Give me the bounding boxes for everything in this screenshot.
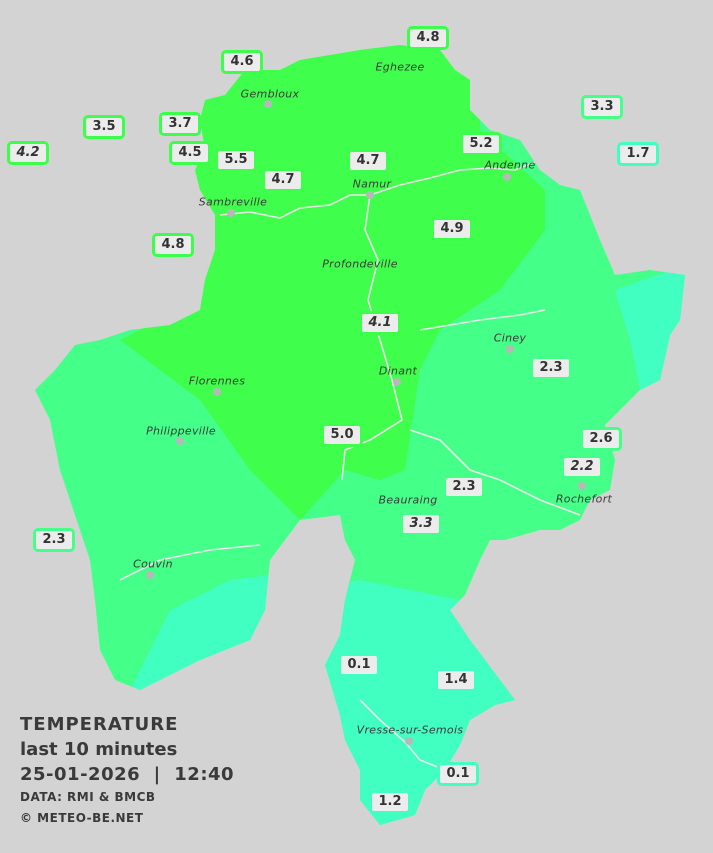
- station-temperature[interactable]: 4.7: [347, 149, 389, 173]
- station-temperature[interactable]: 1.7: [617, 142, 659, 166]
- city-marker: [227, 209, 235, 217]
- station-temperature[interactable]: 4.9: [431, 217, 473, 241]
- city-marker: [366, 191, 374, 199]
- station-temperature[interactable]: 3.3: [400, 512, 442, 536]
- city-label-beauraing: Beauraing: [378, 493, 438, 507]
- station-temperature[interactable]: 3.5: [83, 115, 125, 139]
- station-temperature[interactable]: 4.5: [169, 141, 211, 165]
- station-temperature[interactable]: 2.3: [33, 528, 75, 552]
- legend-datetime: 25-01-2026 | 12:40: [20, 764, 235, 785]
- city-marker: [213, 388, 221, 396]
- station-temperature[interactable]: 2.2: [561, 455, 603, 479]
- station-temperature[interactable]: 4.1: [359, 311, 401, 335]
- city-marker: [578, 482, 586, 490]
- station-temperature[interactable]: 4.8: [407, 26, 449, 50]
- city-marker: [176, 437, 184, 445]
- city-label-ciney: Ciney: [493, 331, 527, 345]
- station-temperature[interactable]: 3.3: [581, 95, 623, 119]
- city-marker: [146, 571, 154, 579]
- city-label-florennes: Florennes: [188, 374, 246, 388]
- city-label-sambreville: Sambreville: [198, 195, 268, 209]
- map-legend: TEMPERATURE last 10 minutes 25-01-2026 |…: [20, 712, 234, 829]
- city-marker: [264, 100, 272, 108]
- station-temperature[interactable]: 2.3: [443, 475, 485, 499]
- station-temperature[interactable]: 5.0: [321, 423, 363, 447]
- station-temperature[interactable]: 5.5: [215, 148, 257, 172]
- city-label-gembloux: Gembloux: [240, 87, 300, 101]
- city-label-andenne: Andenne: [484, 158, 536, 172]
- legend-title: TEMPERATURE: [20, 714, 179, 735]
- station-temperature[interactable]: 1.4: [435, 668, 477, 692]
- station-temperature[interactable]: 4.2: [7, 141, 49, 165]
- city-marker: [393, 378, 401, 386]
- station-temperature[interactable]: 4.6: [221, 50, 263, 74]
- city-label-rochefort: Rochefort: [555, 492, 613, 506]
- station-temperature[interactable]: 3.7: [159, 112, 201, 136]
- city-label-eghezee: Eghezee: [375, 60, 425, 74]
- station-temperature[interactable]: 5.2: [460, 132, 502, 156]
- station-temperature[interactable]: 2.3: [530, 356, 572, 380]
- city-label-philippeville: Philippeville: [146, 424, 216, 438]
- legend-source: DATA: RMI & BMCB: [20, 790, 156, 804]
- legend-copyright: © METEO-BE.NET: [20, 811, 144, 825]
- station-temperature[interactable]: 1.2: [369, 790, 411, 814]
- city-label-namur: Namur: [352, 177, 392, 191]
- rivers: [119, 159, 581, 771]
- station-temperature[interactable]: 2.6: [580, 427, 622, 451]
- zone-cool-south: [300, 580, 530, 825]
- city-label-dinant: Dinant: [378, 364, 418, 378]
- station-temperature[interactable]: 4.7: [262, 168, 304, 192]
- station-temperature[interactable]: 4.8: [152, 233, 194, 257]
- city-marker: [405, 737, 413, 745]
- city-label-vresse-sur-semois: Vresse-sur-Semois: [356, 723, 464, 737]
- station-temperature[interactable]: 0.1: [338, 653, 380, 677]
- legend-period: last 10 minutes: [20, 739, 178, 760]
- city-label-profondeville: Profondeville: [322, 257, 398, 271]
- city-marker: [503, 173, 511, 181]
- city-label-couvin: Couvin: [133, 557, 173, 571]
- city-marker: [506, 345, 514, 353]
- station-temperature[interactable]: 0.1: [437, 762, 479, 786]
